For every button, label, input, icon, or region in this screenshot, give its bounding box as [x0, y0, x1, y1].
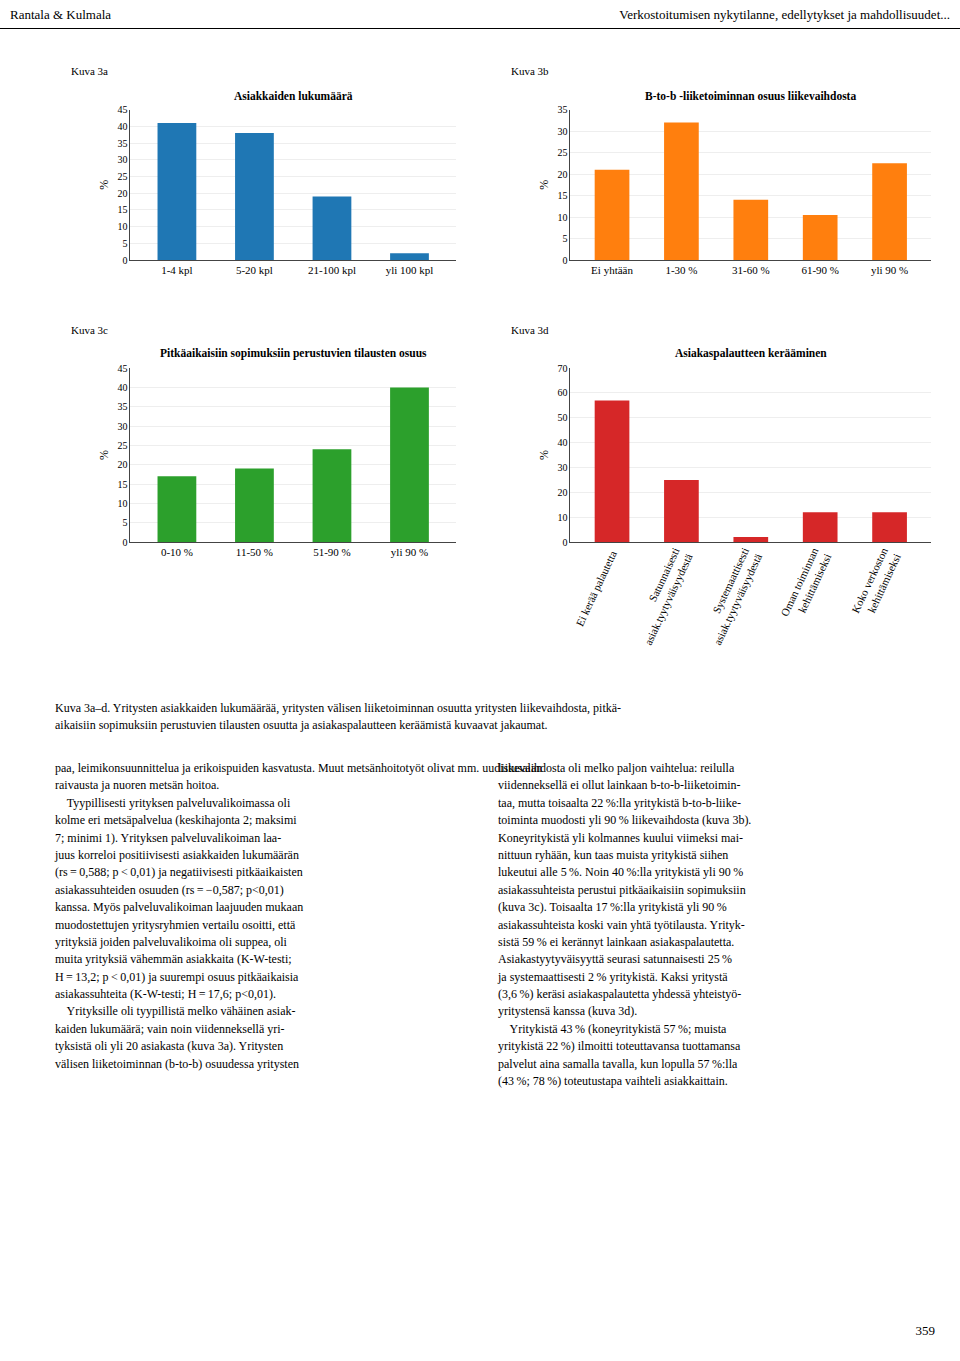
svg-text:15: 15	[557, 190, 567, 201]
html-text:Kuva 3a–d. Yritysten asiakkaid: Kuva 3a–d. Yritysten asiakkaiden lukumää…	[55, 701, 622, 732]
svg-text:70: 70	[557, 363, 567, 374]
html-text:liikevaihdosta oli melko paljo: liikevaihdosta oli melko paljon vaihtelu…	[498, 761, 752, 1088]
svg-text:60: 60	[557, 387, 567, 398]
svg-text:%: %	[537, 450, 551, 460]
svg-text:1-4 kpl: 1-4 kpl	[161, 264, 192, 276]
svg-text:30: 30	[117, 154, 127, 165]
svg-text:yli 90 %: yli 90 %	[871, 264, 908, 276]
svg-text:51-90 %: 51-90 %	[313, 546, 351, 558]
svg-text:Oman toiminnankehittämiseksi: Oman toiminnankehittämiseksi	[778, 545, 833, 624]
svg-text:10: 10	[117, 221, 127, 232]
svg-text:21-100 kpl: 21-100 kpl	[308, 264, 356, 276]
svg-text:35: 35	[117, 138, 127, 149]
svg-text:45: 45	[117, 104, 127, 115]
svg-text:Pitkäaikaisiin sopimuksiin per: Pitkäaikaisiin sopimuksiin perustuvien t…	[160, 347, 427, 360]
svg-text:31-60 %: 31-60 %	[732, 264, 770, 276]
svg-text:yli 90 %: yli 90 %	[391, 546, 428, 558]
svg-text:%: %	[97, 450, 111, 460]
svg-text:Kuva 3b: Kuva 3b	[511, 65, 549, 77]
svg-text:0: 0	[122, 537, 127, 548]
svg-text:35: 35	[117, 401, 127, 412]
svg-text:30: 30	[117, 421, 127, 432]
svg-text:0-10 %: 0-10 %	[161, 546, 193, 558]
svg-text:5-20 kpl: 5-20 kpl	[236, 264, 273, 276]
svg-text:Satunnaisestiasiak.tyytyväisyy: Satunnaisestiasiak.tyytyväisyydestä	[629, 546, 695, 647]
svg-text:61-90 %: 61-90 %	[801, 264, 839, 276]
svg-text:Ei yhtään: Ei yhtään	[591, 264, 633, 276]
svg-text:1-30 %: 1-30 %	[665, 264, 697, 276]
svg-text:Koko verkostonkehittämiseksi: Koko verkostonkehittämiseksi	[849, 545, 903, 621]
svg-text:20: 20	[117, 188, 127, 199]
html-text:Verkostoitumisen nykytilanne,: Verkostoitumisen nykytilanne, edellytyks…	[619, 7, 950, 22]
svg-text:40: 40	[117, 121, 127, 132]
svg-text:Kuva 3a: Kuva 3a	[71, 65, 108, 77]
svg-text:45: 45	[117, 363, 127, 374]
svg-text:10: 10	[557, 212, 567, 223]
html-text:paa, leimikonsuunnittelua ja e: paa, leimikonsuunnittelua ja erikoispuid…	[55, 761, 543, 1071]
svg-text:20: 20	[117, 459, 127, 470]
svg-text:15: 15	[117, 479, 127, 490]
svg-text:%: %	[97, 180, 111, 190]
svg-text:20: 20	[557, 487, 567, 498]
svg-text:15: 15	[117, 204, 127, 215]
svg-text:40: 40	[557, 437, 567, 448]
svg-text:Ei kerää palautetta: Ei kerää palautetta	[573, 549, 619, 628]
svg-text:25: 25	[557, 147, 567, 158]
svg-text:25: 25	[117, 171, 127, 182]
svg-text:40: 40	[117, 382, 127, 393]
svg-text:11-50 %: 11-50 %	[236, 546, 273, 558]
svg-text:0: 0	[122, 255, 127, 266]
svg-text:10: 10	[117, 498, 127, 509]
svg-text:B-to-b -liiketoiminnan osuus l: B-to-b -liiketoiminnan osuus liikevaihdo…	[645, 90, 856, 102]
svg-text:10: 10	[557, 512, 567, 523]
svg-text:20: 20	[557, 169, 567, 180]
svg-text:Systemaattisestiasiak.tyytyväi: Systemaattisestiasiak.tyytyväisyydestä	[698, 546, 764, 647]
svg-text:5: 5	[122, 238, 127, 249]
svg-text:Asiakkaiden lukumäärä: Asiakkaiden lukumäärä	[234, 90, 353, 102]
svg-text:30: 30	[557, 462, 567, 473]
svg-text:50: 50	[557, 412, 567, 423]
html-text:Rantala & Kulmala: Rantala & Kulmala	[10, 7, 112, 22]
svg-text:30: 30	[557, 126, 567, 137]
svg-text:Kuva 3c: Kuva 3c	[71, 324, 108, 336]
svg-text:0: 0	[562, 255, 567, 266]
svg-text:35: 35	[557, 104, 567, 115]
html-text:359: 359	[915, 1323, 935, 1338]
svg-text:%: %	[537, 180, 551, 190]
svg-text:yli 100 kpl: yli 100 kpl	[386, 264, 434, 276]
svg-text:Kuva 3d: Kuva 3d	[511, 324, 549, 336]
svg-text:0: 0	[562, 537, 567, 548]
svg-text:5: 5	[562, 233, 567, 244]
svg-text:Asiakaspalautteen kerääminen: Asiakaspalautteen kerääminen	[675, 347, 827, 360]
svg-text:25: 25	[117, 440, 127, 451]
svg-text:5: 5	[122, 517, 127, 528]
